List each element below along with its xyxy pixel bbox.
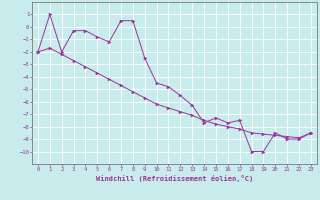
- X-axis label: Windchill (Refroidissement éolien,°C): Windchill (Refroidissement éolien,°C): [96, 175, 253, 182]
